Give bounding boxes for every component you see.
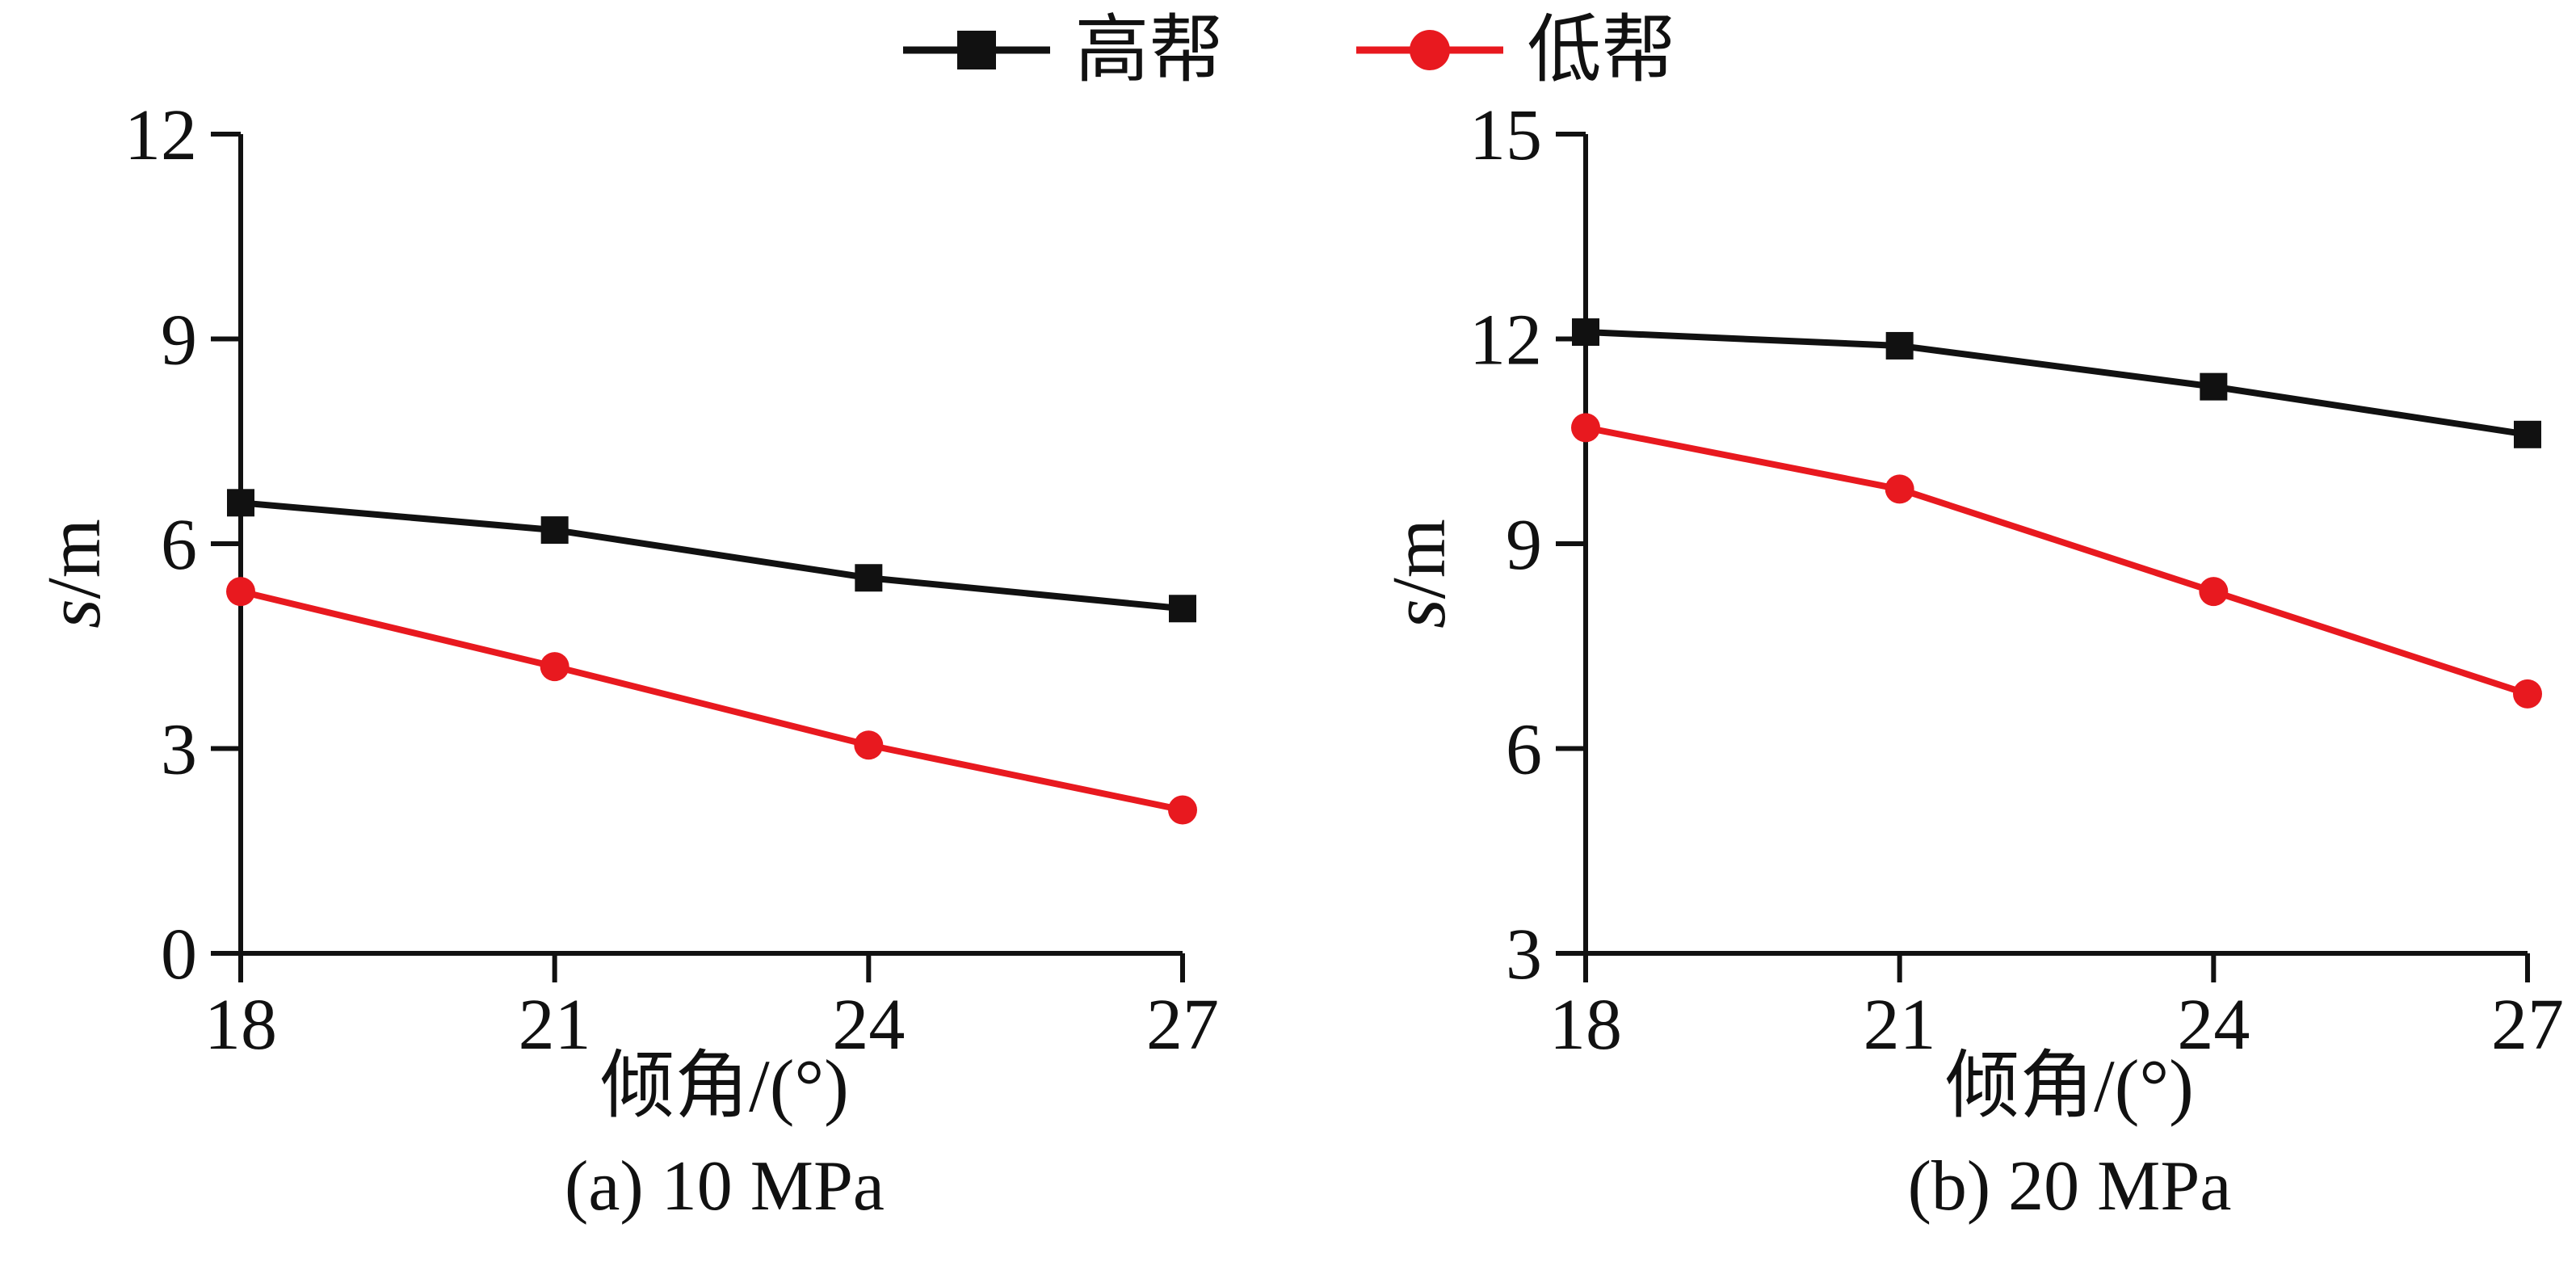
chart-b: s/m 3 6 9 12 15 18 21 24 27 倾角/(°) (b) 20 MPa xyxy=(1377,95,2564,1226)
y-axis-label-a: s/m xyxy=(32,519,117,629)
circle-marker xyxy=(2513,679,2542,709)
square-marker xyxy=(855,564,883,592)
y-tick-label: 0 xyxy=(161,915,197,995)
circle-marker xyxy=(1885,474,1914,504)
series-line-square xyxy=(1585,329,2528,438)
square-marker-icon xyxy=(903,31,1051,69)
x-tick-label: 21 xyxy=(519,985,591,1065)
square-marker xyxy=(227,489,254,517)
chart-a: s/m 0 3 6 9 12 18 21 24 27 倾角/(°) (a) 10 MPa xyxy=(32,95,1219,1226)
legend: 高帮 低帮 xyxy=(16,8,2560,92)
series-line-circle xyxy=(240,588,1183,814)
figures-row: s/m 0 3 6 9 12 18 21 24 27 倾角/(°) (a) 10 MPa s/m… xyxy=(16,95,2564,1226)
square-marker xyxy=(540,516,569,545)
circle-marker xyxy=(1571,413,1600,443)
plot-row-a: s/m 0 3 6 9 12 18 21 24 27 xyxy=(32,95,1219,1065)
x-axis-label-a: 倾角/(°) xyxy=(600,1045,849,1127)
square-marker xyxy=(2200,372,2228,401)
square-marker xyxy=(2514,420,2541,448)
x-tick-label: 24 xyxy=(832,985,905,1065)
x-tick-label: 18 xyxy=(204,985,277,1065)
legend-item-low: 低帮 xyxy=(1353,13,1676,87)
series-line-circle xyxy=(1585,424,2529,697)
caption-b: (b) 20 MPa xyxy=(1907,1146,2232,1226)
x-tick-label: 24 xyxy=(2177,985,2250,1065)
y-tick-label: 9 xyxy=(161,301,197,381)
legend-label-high: 高帮 xyxy=(1074,9,1224,91)
circle-marker xyxy=(854,730,884,760)
square-marker xyxy=(1885,331,1914,360)
x-tick-label: 27 xyxy=(2491,985,2564,1065)
plot-row-b: s/m 3 6 9 12 15 18 21 24 27 xyxy=(1377,95,2564,1065)
y-axis-label-b: s/m xyxy=(1377,519,1462,629)
y-tick-label: 6 xyxy=(1506,710,1542,790)
circle-marker-icon xyxy=(1355,30,1503,70)
y-tick-label: 9 xyxy=(1506,505,1542,585)
y-tick-label: 12 xyxy=(124,95,197,175)
y-tick-label: 3 xyxy=(161,710,197,790)
legend-item-high: 高帮 xyxy=(900,9,1224,91)
x-axis-label-b: 倾角/(°) xyxy=(1945,1045,2194,1127)
circle-marker xyxy=(1168,795,1197,825)
square-marker xyxy=(1169,595,1196,623)
circle-marker xyxy=(226,577,255,607)
plot-area-a: 0 3 6 9 12 18 21 24 27 xyxy=(124,95,1219,1065)
y-tick-label: 3 xyxy=(1506,915,1542,995)
x-tick-label: 27 xyxy=(1146,985,1219,1065)
y-tick-label: 12 xyxy=(1469,301,1542,381)
y-tick-label: 15 xyxy=(1469,95,1542,175)
square-marker xyxy=(1572,318,1599,347)
circle-marker xyxy=(540,652,569,682)
x-tick-label: 18 xyxy=(1549,985,1622,1065)
x-tick-label: 21 xyxy=(1864,985,1936,1065)
legend-label-low: 低帮 xyxy=(1527,9,1676,91)
y-tick-label: 6 xyxy=(161,505,197,585)
circle-marker xyxy=(2199,577,2229,607)
caption-a: (a) 10 MPa xyxy=(565,1146,885,1226)
plot-area-b: 3 6 9 12 15 18 21 24 27 xyxy=(1469,95,2564,1065)
series-line-square xyxy=(240,499,1183,612)
